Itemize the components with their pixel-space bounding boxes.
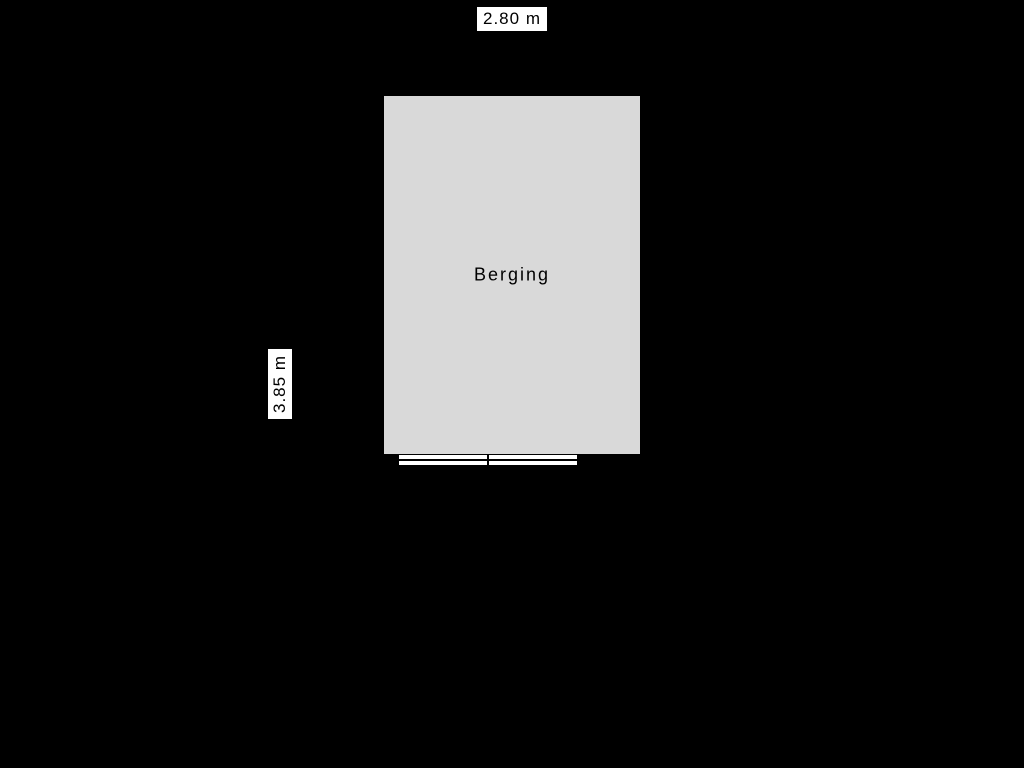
floorplan-canvas: 2.80 m 3.85 m Berging (0, 0, 1024, 768)
dimension-width-label: 2.80 m (477, 7, 547, 31)
dimension-height-label: 3.85 m (268, 349, 292, 419)
room-berging: Berging (378, 90, 646, 460)
room-label: Berging (474, 265, 550, 286)
door-track-right (488, 460, 578, 466)
door-track-left (398, 460, 488, 466)
